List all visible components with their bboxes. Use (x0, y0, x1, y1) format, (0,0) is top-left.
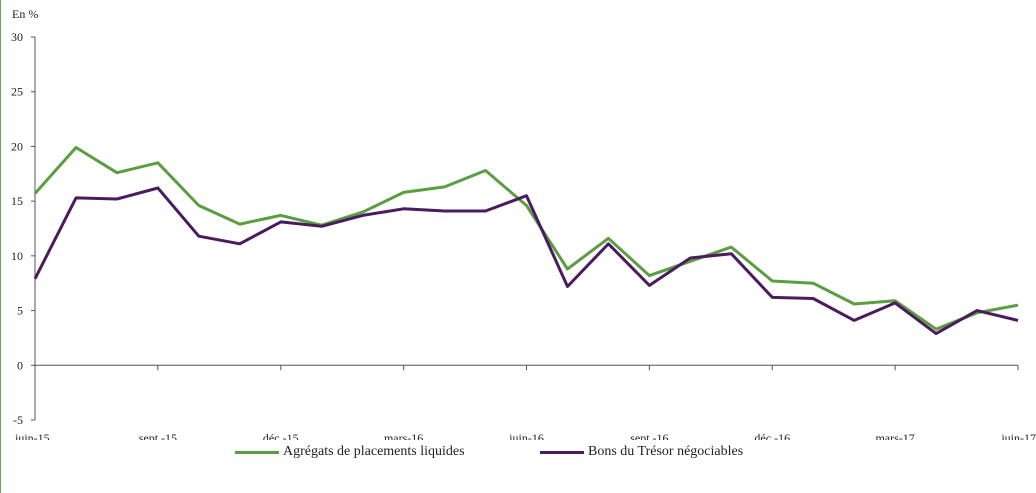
y-tick-label: -5 (13, 413, 23, 427)
x-tick-label: déc.-15 (263, 431, 299, 440)
y-tick-label: 20 (11, 139, 23, 153)
x-tick-label: juin-16 (508, 431, 544, 440)
y-tick-label: 10 (11, 249, 23, 263)
legend-item-series-2: Bons du Trésor négociables (540, 444, 743, 460)
y-tick-label: 30 (11, 30, 23, 44)
legend-swatch-series-2 (540, 450, 584, 454)
x-tick-label: déc.-16 (754, 431, 790, 440)
legend-swatch-series-1 (235, 450, 279, 454)
y-axis-title: En % (12, 7, 38, 21)
legend-label-series-1: Agrégats de placements liquides (283, 444, 465, 459)
legend: Agrégats de placements liquides Bons du … (0, 444, 1036, 468)
series-line-2 (33, 186, 1019, 336)
legend-item-series-1: Agrégats de placements liquides (235, 444, 465, 460)
left-border (0, 0, 1, 493)
x-tick-label: mars-16 (384, 431, 423, 440)
x-tick-label: juin-17 (1000, 431, 1036, 440)
axes: -5 0 5 10 15 20 25 30 juin-15 sept.-15 déc.-15 mars… (11, 30, 1036, 440)
legend-label-series-2: Bons du Trésor négociables (588, 444, 744, 459)
x-tick-label: mars-17 (875, 431, 914, 440)
y-tick-label: 25 (11, 85, 23, 99)
x-tick-label: sept.-15 (139, 431, 177, 440)
x-tick-label: juin-15 (14, 431, 50, 440)
x-tick-label: sept.-16 (630, 431, 668, 440)
y-tick-label: 0 (17, 358, 23, 372)
line-chart: En % -5 0 5 10 15 20 25 30 juin-15 sept.-15 déc.-1… (11, 7, 1036, 440)
y-tick-label: 5 (17, 304, 23, 318)
y-tick-label: 15 (11, 194, 23, 208)
series-line-1 (33, 146, 1019, 331)
series-layer (33, 146, 1019, 336)
